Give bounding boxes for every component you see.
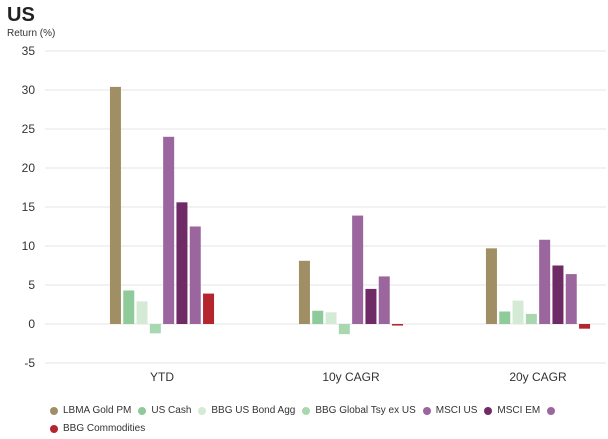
- bar: [499, 311, 511, 324]
- legend-item: [547, 407, 560, 415]
- x-tick-label: 10y CAGR: [322, 370, 380, 384]
- legend-swatch: [422, 407, 431, 415]
- bar: [123, 290, 135, 324]
- legend-item: US Cash: [138, 403, 191, 419]
- bar: [539, 239, 551, 324]
- y-tick-label: 15: [22, 200, 36, 214]
- legend-label: BBG US Bond Agg: [211, 405, 296, 416]
- bar: [189, 226, 201, 324]
- legend-swatch: [198, 407, 207, 415]
- y-tick-label: 10: [22, 239, 36, 253]
- bar: [365, 288, 377, 324]
- bar: [565, 274, 577, 324]
- legend-swatch: [138, 407, 147, 415]
- bar: [163, 136, 175, 324]
- bar: [325, 312, 337, 324]
- legend-swatch: [50, 407, 58, 415]
- bar: [176, 202, 188, 324]
- bar: [392, 324, 404, 326]
- bar: [352, 215, 364, 324]
- bar: [298, 260, 310, 324]
- y-tick-label: 0: [28, 317, 35, 331]
- x-tick-label: 20y CAGR: [509, 370, 567, 384]
- bar: [338, 324, 350, 335]
- bar: [378, 276, 390, 324]
- bar-chart: -5 0 5 10 15 20 25 30 35 YTD 10y CAGR 20y CAGR: [22, 44, 606, 384]
- bar: [552, 265, 564, 324]
- legend-item: BBG US Bond Agg: [198, 403, 295, 419]
- legend-label: BBG Global Tsy ex US: [315, 405, 416, 416]
- legend-label: BBG Commodities: [63, 423, 146, 434]
- bar: [512, 300, 524, 324]
- legend-item: LBMA Gold PM: [50, 403, 131, 419]
- chart-legend: LBMA Gold PM US Cash BBG US Bond Agg BBG Gl…: [50, 403, 606, 439]
- legend-swatch: [547, 407, 556, 415]
- legend-swatch: [302, 407, 311, 415]
- legend-item: BBG Commodities: [50, 421, 145, 437]
- bar: [485, 248, 497, 324]
- x-tick-label: YTD: [150, 370, 174, 384]
- y-axis-label: Return (%): [7, 28, 56, 39]
- legend-swatch: [484, 407, 493, 415]
- legend-item: MSCI EM: [484, 403, 540, 419]
- bar: [312, 310, 324, 324]
- y-tick-label: 35: [22, 44, 36, 58]
- legend-label: LBMA Gold PM: [63, 405, 132, 416]
- legend-swatch: [50, 425, 58, 433]
- legend-item: MSCI US: [422, 403, 478, 419]
- legend-item: BBG Global Tsy ex US: [302, 403, 416, 419]
- y-tick-label: 5: [28, 278, 35, 292]
- bar: [109, 86, 121, 324]
- chart-title: US: [7, 4, 35, 26]
- bar: [149, 324, 161, 334]
- bar: [525, 313, 537, 324]
- y-tick-label: 20: [22, 161, 36, 175]
- bar: [579, 324, 591, 329]
- y-tick-label: 25: [22, 122, 36, 136]
- legend-label: MSCI EM: [497, 405, 541, 416]
- legend-label: US Cash: [151, 405, 192, 416]
- bar: [203, 293, 215, 324]
- y-tick-label: 30: [22, 83, 36, 97]
- legend-label: MSCI US: [435, 405, 478, 416]
- bar: [136, 301, 148, 324]
- y-tick-label: -5: [24, 356, 35, 370]
